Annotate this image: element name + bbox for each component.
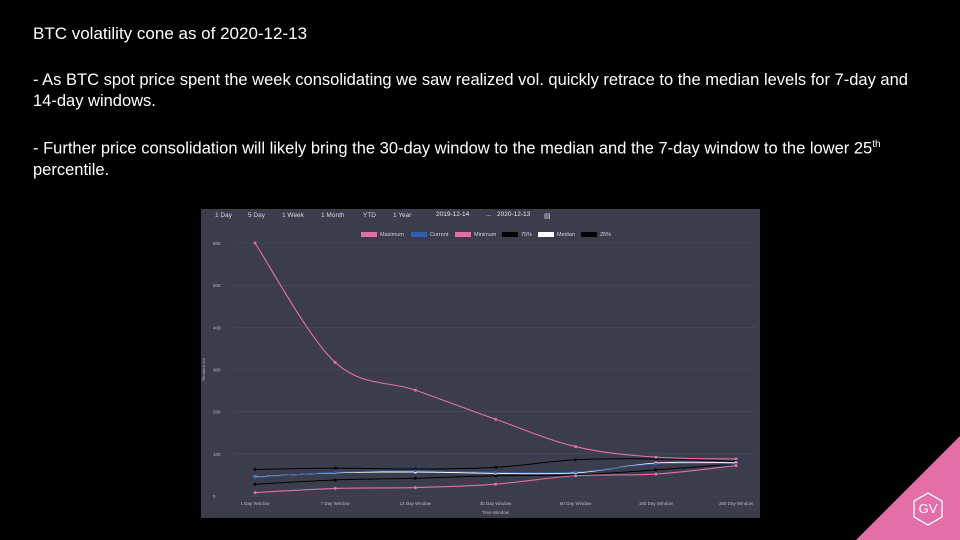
data-point-minimum: [333, 486, 337, 490]
data-point-minimum: [734, 464, 738, 468]
data-point-maximum: [253, 241, 257, 245]
data-point-current: [654, 462, 658, 466]
legend-label-75: 75%: [521, 232, 533, 238]
legend-item-minimum[interactable]: Minimum: [455, 232, 496, 238]
x-tick-label: 180 Day Window: [639, 501, 674, 506]
legend-swatch-minimum: [455, 232, 471, 238]
x-tick-label: 30 Day Window: [480, 501, 512, 506]
legend-item-25[interactable]: 25%: [581, 232, 611, 238]
data-point-maximum: [413, 388, 417, 392]
y-axis-label: Realized Vol: [201, 358, 206, 380]
range-1-month-button[interactable]: 1 Month: [321, 212, 345, 219]
legend-item-75[interactable]: 75%: [502, 232, 532, 238]
data-point-maximum: [734, 457, 738, 461]
y-tick-label: 500: [213, 283, 221, 288]
data-point-current: [574, 470, 578, 474]
data-point-p25: [333, 478, 337, 482]
legend-swatch-maximum: [361, 232, 377, 238]
x-tick-label: 1 Day Window: [240, 501, 270, 506]
legend-label-current: Current: [430, 232, 449, 238]
data-point-p25: [413, 476, 417, 480]
legend-label-median: Median: [557, 232, 576, 238]
x-axis-label: Time Window: [482, 510, 510, 515]
gv-logo: GV: [856, 436, 960, 540]
x-tick-label: 60 Day Window: [560, 501, 592, 506]
range-1-day-button[interactable]: 1 Day: [215, 212, 232, 219]
range-1-year-button[interactable]: 1 Year: [393, 212, 412, 219]
data-point-p25: [654, 468, 658, 472]
data-point-maximum: [494, 417, 497, 421]
legend-item-current[interactable]: Current: [411, 232, 448, 238]
y-tick-label: 200: [213, 410, 221, 415]
data-point-current: [494, 470, 497, 474]
legend-swatch-25: [581, 232, 597, 238]
data-point-minimum: [494, 482, 497, 486]
y-tick-label: 300: [213, 368, 221, 373]
x-tick-label: 14 Day Window: [400, 501, 432, 506]
data-point-maximum: [574, 445, 578, 449]
volatility-cone-plot: 0 100 200 300 400 500 600 1 Day Window 7 Day Win…: [201, 241, 756, 515]
legend-item-median[interactable]: Median: [538, 232, 575, 238]
x-tick-label: 7 Day Window: [321, 501, 351, 506]
logo-text: GV: [919, 501, 938, 516]
range-toolbar: 1 Day 5 Day 1 Week 1 Month YTD 1 Year 20…: [201, 209, 760, 223]
data-point-current: [253, 475, 257, 479]
bullet-consolidation-end: percentile.: [33, 160, 110, 179]
bullet-realized-vol: - As BTC spot price spent the week conso…: [33, 71, 908, 110]
x-tick-label: 360 Day Window: [719, 501, 754, 506]
legend-label-maximum: Maximum: [380, 232, 404, 238]
legend-swatch-75: [502, 232, 518, 238]
legend-swatch-median: [538, 232, 554, 238]
slide-title: BTC volatility cone as of 2020-12-13: [33, 24, 308, 43]
bullet-consolidation: - Further price consolidation will likel…: [33, 134, 933, 181]
data-point-p75: [333, 466, 337, 470]
legend-label-25: 25%: [600, 232, 612, 238]
legend-label-minimum: Minimum: [474, 232, 497, 238]
data-point-current: [413, 469, 417, 473]
data-point-minimum: [413, 486, 417, 490]
range-ytd-button[interactable]: YTD: [363, 212, 376, 219]
data-point-p75: [494, 465, 497, 469]
data-point-minimum: [654, 472, 658, 476]
data-point-p75: [253, 467, 257, 471]
range-5-day-button[interactable]: 5 Day: [248, 212, 265, 219]
data-point-maximum: [333, 360, 337, 364]
y-tick-label: 100: [213, 452, 221, 457]
date-from-input[interactable]: 2019-12-14: [436, 211, 470, 218]
data-point-p25: [253, 482, 257, 486]
series-line-maximum: [254, 242, 737, 460]
logo-hexagon: [913, 492, 943, 526]
bullet-consolidation-text: - Further price consolidation will likel…: [33, 139, 873, 158]
volatility-cone-chart-panel: 1 Day 5 Day 1 Week 1 Month YTD 1 Year 20…: [201, 209, 760, 518]
slide-text: BTC volatility cone as of 2020-12-13 - A…: [33, 22, 933, 181]
date-separator: ...: [486, 211, 492, 218]
superscript-th: th: [872, 139, 881, 150]
data-point-current: [333, 470, 337, 474]
data-point-minimum: [253, 491, 257, 495]
y-tick-label: 0: [213, 494, 216, 499]
legend-swatch-current: [411, 232, 427, 238]
legend-item-maximum[interactable]: Maximum: [361, 232, 404, 238]
data-point-minimum: [574, 474, 578, 478]
date-to-input[interactable]: 2020-12-13: [497, 211, 531, 218]
data-point-p75: [574, 458, 578, 462]
range-1-week-button[interactable]: 1 Week: [282, 212, 304, 219]
logo-triangle: [856, 436, 960, 540]
data-point-p25: [494, 474, 497, 478]
calendar-icon[interactable]: ▤: [544, 213, 551, 220]
y-tick-label: 400: [213, 325, 221, 330]
y-tick-label: 600: [213, 241, 221, 246]
data-point-maximum: [654, 455, 658, 459]
